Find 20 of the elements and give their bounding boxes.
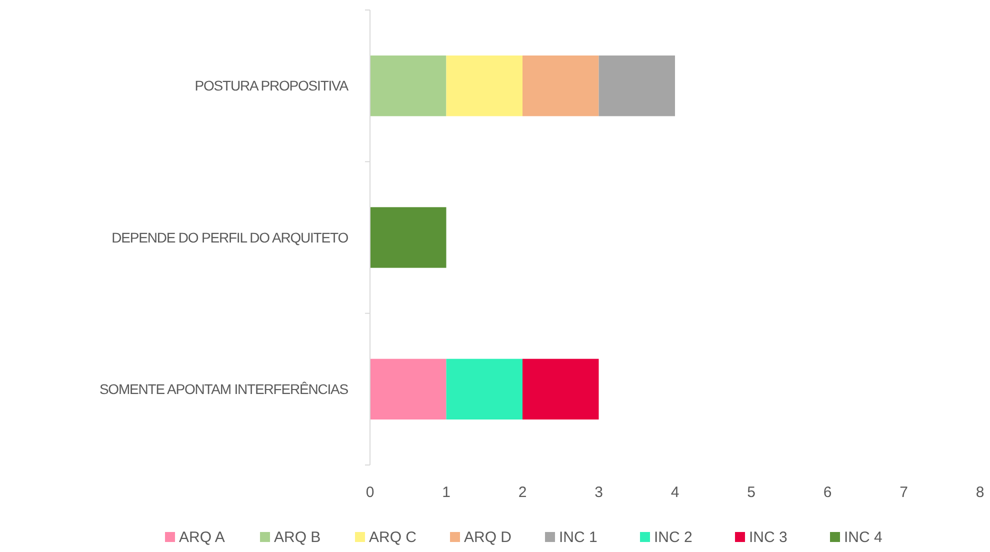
legend-label: INC 1 (559, 529, 598, 546)
legend-label: ARQ A (179, 529, 225, 546)
x-tick-label: 8 (976, 484, 984, 501)
legend-label: ARQ D (464, 529, 512, 546)
legend-label: ARQ C (369, 529, 417, 546)
x-tick-label: 5 (747, 484, 756, 501)
legend-label: ARQ B (274, 529, 321, 546)
x-tick-label: 6 (823, 484, 832, 501)
legend-label: INC 3 (749, 529, 788, 546)
x-tick-label: 2 (518, 484, 527, 501)
x-tick-label: 7 (900, 484, 908, 501)
y-tick-label: POSTURA PROPOSITIVA (194, 78, 350, 94)
legend-label: INC 4 (844, 529, 882, 546)
x-tick-label: 3 (594, 484, 603, 501)
x-tick-label: 4 (670, 484, 680, 501)
legend-label: INC 2 (654, 529, 692, 546)
x-tick-label: 1 (442, 484, 450, 501)
y-tick-label: SOMENTE APONTAM INTERFERÊNCIAS (99, 381, 348, 398)
y-tick-label: DEPENDE DO PERFIL DO ARQUITETO (112, 229, 349, 246)
x-tick-label: 0 (366, 484, 374, 501)
